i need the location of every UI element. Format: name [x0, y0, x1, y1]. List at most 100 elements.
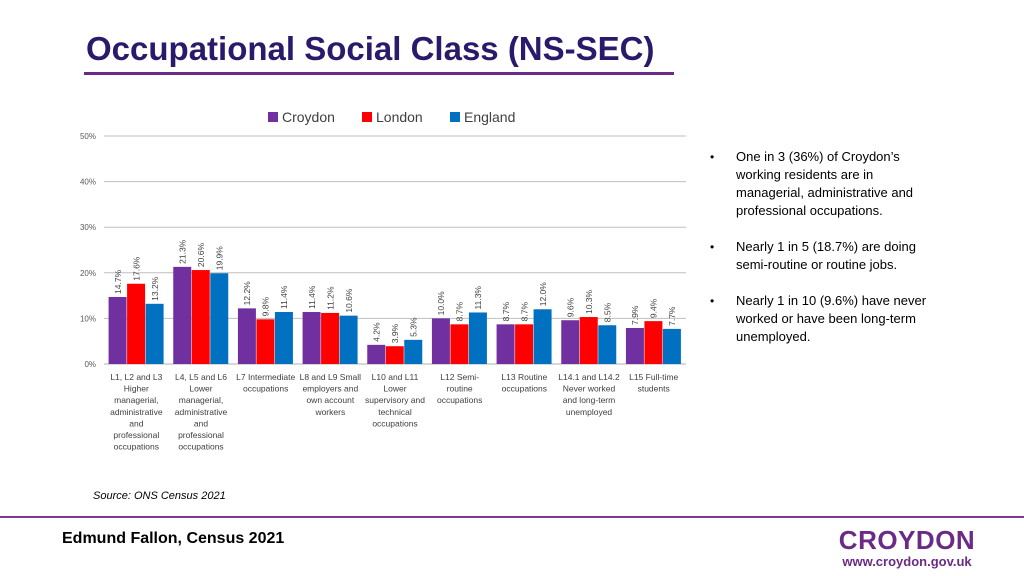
- bar: [404, 339, 423, 364]
- bar: [579, 317, 598, 364]
- x-tick-label-line: L14.1 and L14.2: [558, 372, 620, 382]
- x-tick-label-line: technical: [378, 407, 412, 417]
- y-tick-label: 30%: [80, 223, 96, 232]
- x-tick-label-line: professional: [178, 430, 224, 440]
- x-tick-label-line: Lower: [383, 384, 406, 394]
- data-label: 13.2%: [150, 276, 160, 301]
- x-tick-label: L12 Semi-routine occupations: [437, 372, 482, 405]
- data-label: 8.7%: [501, 302, 511, 322]
- data-label: 10.3%: [584, 289, 594, 314]
- data-label: 5.3%: [409, 317, 419, 337]
- data-label: 12.0%: [538, 282, 548, 307]
- data-label: 4.2%: [372, 322, 382, 342]
- data-label: 8.7%: [455, 302, 465, 322]
- legend-label: England: [464, 109, 515, 125]
- x-tick-label-line: occupations: [372, 418, 417, 428]
- x-tick-label-line: occupations: [114, 442, 159, 452]
- bar: [431, 318, 450, 364]
- footer-divider: [0, 516, 1024, 518]
- bar: [256, 319, 275, 364]
- logo-url: www.croydon.gov.uk: [842, 554, 972, 569]
- data-label: 21.3%: [178, 239, 188, 264]
- data-label: 11.3%: [473, 286, 483, 310]
- bar: [127, 283, 146, 364]
- x-tick-label-line: administrative: [175, 407, 228, 417]
- x-tick-label-line: L15 Full-time: [629, 372, 678, 382]
- finding-item: Nearly 1 in 5 (18.7%) are doing semi-rou…: [708, 238, 938, 274]
- data-label: 11.4%: [279, 285, 289, 309]
- bar: [598, 325, 617, 364]
- data-label: 17.6%: [131, 256, 141, 281]
- data-label: 7.7%: [667, 306, 677, 326]
- data-label: 10.6%: [344, 288, 354, 313]
- x-tick-label-line: and: [129, 418, 143, 428]
- bar: [210, 273, 229, 364]
- data-label: 19.9%: [215, 246, 225, 271]
- x-tick-label-line: L4, L5 and L6: [175, 372, 227, 382]
- bar: [302, 312, 321, 364]
- bar: [450, 324, 469, 364]
- y-tick-label: 0%: [84, 360, 96, 369]
- y-tick-label: 40%: [80, 178, 96, 187]
- x-tick-label-line: supervisory and: [365, 395, 425, 405]
- finding-item: One in 3 (36%) of Croydon’s working resi…: [708, 148, 938, 220]
- x-tick-label-line: L8 and L9 Small: [300, 372, 362, 382]
- legend-label: Croydon: [282, 109, 335, 125]
- data-label: 11.4%: [307, 285, 317, 309]
- title-underline: [84, 72, 674, 75]
- data-label: 9.4%: [649, 298, 659, 318]
- bar: [625, 327, 644, 364]
- x-tick-label: L10 and L11 Lower supervisory and technical…: [365, 372, 425, 428]
- x-tick-label-line: students: [638, 384, 670, 394]
- occupational-class-chart: 0% 10% 20% 30% 40% 50% Croydon London England 14.…: [80, 109, 686, 452]
- x-tick-label-line: occupations: [178, 442, 223, 452]
- chart-source: Source: ONS Census 2021: [93, 490, 226, 502]
- x-tick-label: L15 Full-time students: [629, 372, 678, 394]
- data-label: 14.7%: [113, 269, 123, 294]
- x-tick-label-line: managerial,: [179, 395, 223, 405]
- bar: [662, 328, 681, 364]
- data-label: 10.0%: [436, 291, 446, 316]
- logo-name: CROYDON: [838, 525, 976, 555]
- x-tick-label-line: L1, L2 and L3: [110, 372, 162, 382]
- y-tick-label: 20%: [80, 269, 96, 278]
- x-tick-label-line: occupations: [437, 395, 482, 405]
- x-tick-label-line: and long-term: [563, 395, 615, 405]
- data-label: 8.7%: [519, 302, 529, 322]
- legend-swatch: [362, 112, 372, 122]
- x-tick-label-line: routine: [447, 384, 473, 394]
- footer-author: Edmund Fallon, Census 2021: [62, 530, 285, 547]
- x-tick-label-line: and: [194, 418, 208, 428]
- x-tick-label-line: Higher: [124, 384, 149, 394]
- data-label: 8.5%: [603, 302, 613, 322]
- x-tick-label-line: Never worked: [563, 384, 616, 394]
- bar: [321, 312, 340, 364]
- x-tick-label-line: managerial,: [114, 395, 158, 405]
- x-tick-label: L8 and L9 Small employers and own account w…: [300, 372, 362, 417]
- bar: [173, 266, 192, 364]
- bar: [644, 321, 663, 364]
- bar: [496, 324, 515, 364]
- bar: [191, 270, 210, 364]
- data-label: 7.9%: [630, 305, 640, 325]
- data-label: 9.6%: [566, 297, 576, 317]
- data-label: 9.8%: [261, 296, 271, 316]
- y-tick-label: 10%: [80, 314, 96, 323]
- data-label: 3.9%: [390, 323, 400, 343]
- x-tick-label: L13 Routine occupations: [501, 372, 547, 394]
- legend-swatch: [450, 112, 460, 122]
- x-tick-label: L4, L5 and L6 Lower managerial, administrat…: [175, 372, 228, 452]
- data-label: 20.6%: [196, 243, 206, 268]
- page-title: Occupational Social Class (NS-SEC): [86, 30, 655, 67]
- x-tick-label-line: occupations: [243, 384, 288, 394]
- x-tick-label: L7 Intermediate occupations: [236, 372, 295, 394]
- x-tick-label: L1, L2 and L3 Higher managerial, administra…: [110, 372, 163, 452]
- x-tick-label-line: L10 and L11: [372, 372, 419, 382]
- finding-item: Nearly 1 in 10 (9.6%) have never worked …: [708, 292, 938, 346]
- x-tick-label-line: occupations: [502, 384, 547, 394]
- bar: [533, 309, 552, 364]
- x-tick-label-line: L7 Intermediate: [236, 372, 295, 382]
- bar: [339, 315, 358, 364]
- x-tick-label: L14.1 and L14.2 Never worked and long-term…: [558, 372, 620, 417]
- x-tick-label-line: L13 Routine: [501, 372, 547, 382]
